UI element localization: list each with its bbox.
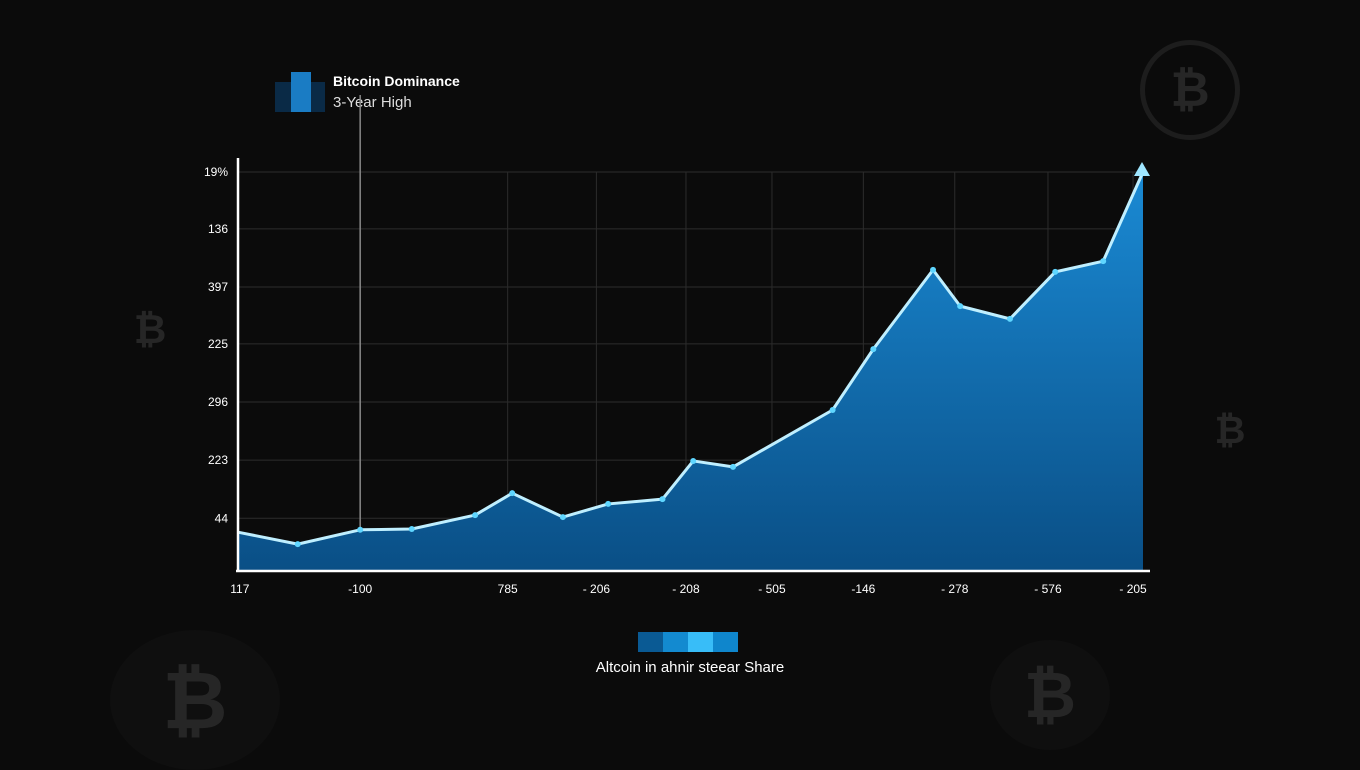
- x-tick-label: - 505: [758, 582, 786, 596]
- x-tick-label: - 278: [941, 582, 969, 596]
- x-tick-label: - 206: [583, 582, 611, 596]
- legend-swatch: [663, 632, 688, 652]
- data-point: [1100, 258, 1107, 265]
- y-tick-label: 397: [208, 280, 228, 294]
- data-point: [357, 526, 364, 533]
- bitcoin-icon: ₿: [1140, 40, 1240, 140]
- legend-subtitle: 3-Year High: [333, 94, 412, 111]
- data-point: [930, 266, 937, 273]
- bitcoin-icon: ₿: [133, 307, 167, 353]
- data-point: [509, 490, 516, 497]
- y-tick-label: 223: [208, 453, 228, 467]
- x-tick-label: - 205: [1119, 582, 1147, 596]
- x-tick-label: - 576: [1034, 582, 1062, 596]
- area-fill: [238, 172, 1143, 570]
- data-point: [408, 526, 415, 533]
- x-tick-label: 785: [498, 582, 518, 596]
- y-tick-label: 296: [208, 395, 228, 409]
- y-tick-label: 19%: [204, 165, 228, 179]
- x-tick-label: -146: [851, 582, 875, 596]
- bitcoin-icon: ₿: [110, 630, 280, 770]
- data-point: [294, 541, 301, 548]
- y-tick-label: 225: [208, 337, 228, 351]
- data-point: [1052, 268, 1059, 275]
- data-point: [472, 512, 479, 519]
- x-tick-label: -100: [348, 582, 372, 596]
- legend-bottom-swatches: [638, 632, 738, 652]
- x-tick-label: - 208: [672, 582, 700, 596]
- legend-bottom-label: Altcoin in ahnir steear Share: [595, 659, 785, 676]
- data-point: [829, 407, 836, 414]
- y-tick-label: 136: [208, 222, 228, 236]
- data-point: [690, 457, 697, 464]
- bitcoin-icon: ₿: [1214, 407, 1246, 452]
- legend-swatch: [713, 632, 738, 652]
- data-point: [1006, 315, 1013, 322]
- legend-title: Bitcoin Dominance: [333, 73, 460, 89]
- legend-swatch: [638, 632, 663, 652]
- y-tick-label: 44: [215, 511, 229, 525]
- data-point: [659, 496, 666, 503]
- x-tick-label: 117: [230, 582, 249, 596]
- data-point: [730, 463, 737, 470]
- legend-swatch: [291, 72, 311, 112]
- data-point: [605, 500, 612, 507]
- arrow-icon: [1134, 162, 1150, 176]
- legend-swatch: [688, 632, 713, 652]
- bitcoin-icon: ₿: [990, 640, 1110, 750]
- data-point: [559, 514, 566, 521]
- data-point: [870, 346, 877, 353]
- data-point: [957, 303, 964, 310]
